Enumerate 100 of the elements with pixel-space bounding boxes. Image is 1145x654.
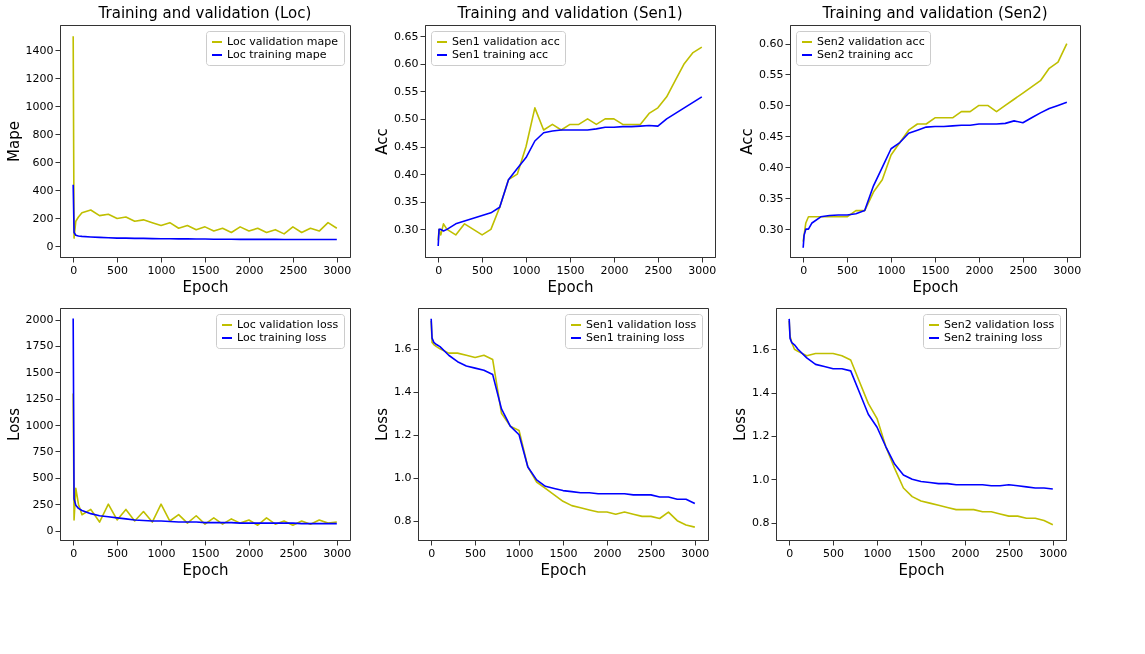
legend-label: Loc training loss <box>237 331 327 344</box>
x-tick-label: 0 <box>428 546 436 560</box>
x-tick-label: 0 <box>70 546 78 560</box>
y-tick-label: 0 <box>46 239 54 253</box>
y-tick-label: 1.6 <box>752 342 770 356</box>
x-tick-label: 1500 <box>549 546 578 560</box>
y-tick-label: 1.0 <box>394 471 412 485</box>
y-tick-label: 0.8 <box>394 514 412 528</box>
legend-label: Sen2 validation acc <box>817 35 925 48</box>
x-tick-label: 500 <box>837 263 859 277</box>
y-tick-label: 0.50 <box>759 98 784 112</box>
x-tick-label: 3000 <box>323 263 352 277</box>
y-tick-label: 1000 <box>25 99 54 113</box>
y-tick-label: 0.8 <box>752 516 770 530</box>
x-tick-label: 2000 <box>951 546 980 560</box>
y-tick-label: 1.2 <box>752 429 770 443</box>
x-tick-label: 1000 <box>147 546 176 560</box>
legend-label: Sen2 validation loss <box>944 318 1055 331</box>
x-tick-label: 0 <box>70 263 78 277</box>
y-tick-label: 1250 <box>25 392 54 406</box>
x-tick-label: 1000 <box>512 263 541 277</box>
x-tick-label: 500 <box>823 546 845 560</box>
y-tick-label: 0.35 <box>394 195 419 209</box>
legend-label: Loc validation mape <box>227 35 339 48</box>
x-tick-label: 2500 <box>279 546 308 560</box>
x-tick-label: 3000 <box>323 546 352 560</box>
x-tick-label: 2000 <box>235 263 264 277</box>
y-tick-label: 500 <box>32 471 54 485</box>
x-tick-label: 1000 <box>147 263 176 277</box>
x-tick-label: 500 <box>465 546 487 560</box>
line-series <box>72 35 338 239</box>
y-tick-label: 0.45 <box>394 140 419 154</box>
y-tick-label: 800 <box>32 127 54 141</box>
y-tick-label: 1.4 <box>394 385 412 399</box>
y-axis-title: Loss <box>373 407 392 441</box>
x-tick-label: 500 <box>107 546 129 560</box>
y-tick-label: 0.65 <box>394 29 419 43</box>
y-tick-label: 0.45 <box>759 129 784 143</box>
line-series <box>437 96 703 247</box>
x-axis-title: Epoch <box>912 277 959 296</box>
x-axis-title: Epoch <box>540 560 587 579</box>
x-tick-label: 3000 <box>1053 263 1082 277</box>
y-tick-label: 0.60 <box>394 57 419 71</box>
line-series <box>788 320 1054 526</box>
legend-label: Sen1 validation loss <box>586 318 697 331</box>
x-tick-label: 1500 <box>907 546 936 560</box>
x-tick-label: 2000 <box>600 263 629 277</box>
x-tick-label: 3000 <box>681 546 710 560</box>
x-tick-label: 2000 <box>965 263 994 277</box>
y-tick-label: 0.35 <box>759 191 784 205</box>
x-tick-label: 0 <box>800 263 808 277</box>
x-tick-label: 3000 <box>1039 546 1068 560</box>
x-tick-label: 0 <box>435 263 443 277</box>
y-tick-label: 0.50 <box>394 112 419 126</box>
y-tick-label: 0.60 <box>759 37 784 51</box>
y-tick-label: 400 <box>32 183 54 197</box>
y-tick-label: 1500 <box>25 365 54 379</box>
y-tick-label: 1.2 <box>394 428 412 442</box>
chart-title: Training and validation (Sen1) <box>456 4 683 22</box>
y-axis-title: Acc <box>373 128 392 155</box>
y-axis-title: Acc <box>738 128 757 155</box>
line-series <box>788 318 1054 490</box>
legend-label: Sen2 training loss <box>944 331 1043 344</box>
y-axis-title: Loss <box>731 407 750 441</box>
y-tick-label: 600 <box>32 155 54 169</box>
x-tick-label: 2500 <box>1009 263 1038 277</box>
legend-label: Loc validation loss <box>237 318 339 331</box>
y-tick-label: 1.6 <box>394 342 412 356</box>
x-tick-label: 1000 <box>505 546 534 560</box>
x-tick-label: 500 <box>107 263 129 277</box>
x-tick-label: 2500 <box>279 263 308 277</box>
chart-title: Training and validation (Loc) <box>97 4 312 22</box>
x-tick-label: 1500 <box>191 546 220 560</box>
y-tick-label: 0.30 <box>759 222 784 236</box>
y-tick-label: 1400 <box>25 43 54 57</box>
legend-label: Loc training mape <box>227 48 327 61</box>
y-tick-label: 0.30 <box>394 222 419 236</box>
x-tick-label: 2500 <box>644 263 673 277</box>
x-tick-label: 2500 <box>637 546 666 560</box>
legend-label: Sen2 training acc <box>817 48 914 61</box>
x-axis-title: Epoch <box>898 560 945 579</box>
x-tick-label: 1500 <box>191 263 220 277</box>
x-axis-title: Epoch <box>182 277 229 296</box>
x-tick-label: 2000 <box>235 546 264 560</box>
y-tick-label: 250 <box>32 497 54 511</box>
x-tick-label: 2000 <box>593 546 622 560</box>
x-tick-label: 1000 <box>863 546 892 560</box>
legend-label: Sen1 training acc <box>452 48 549 61</box>
legend-label: Sen1 validation acc <box>452 35 560 48</box>
x-tick-label: 3000 <box>688 263 717 277</box>
y-tick-label: 1200 <box>25 71 54 85</box>
x-tick-label: 0 <box>786 546 794 560</box>
legend-label: Sen1 training loss <box>586 331 685 344</box>
y-tick-label: 0.40 <box>759 160 784 174</box>
x-tick-label: 1500 <box>556 263 585 277</box>
y-axis-title: Loss <box>4 407 23 441</box>
y-tick-label: 1.0 <box>752 472 770 486</box>
line-series <box>802 101 1068 249</box>
y-tick-label: 200 <box>32 211 54 225</box>
x-tick-label: 500 <box>472 263 494 277</box>
